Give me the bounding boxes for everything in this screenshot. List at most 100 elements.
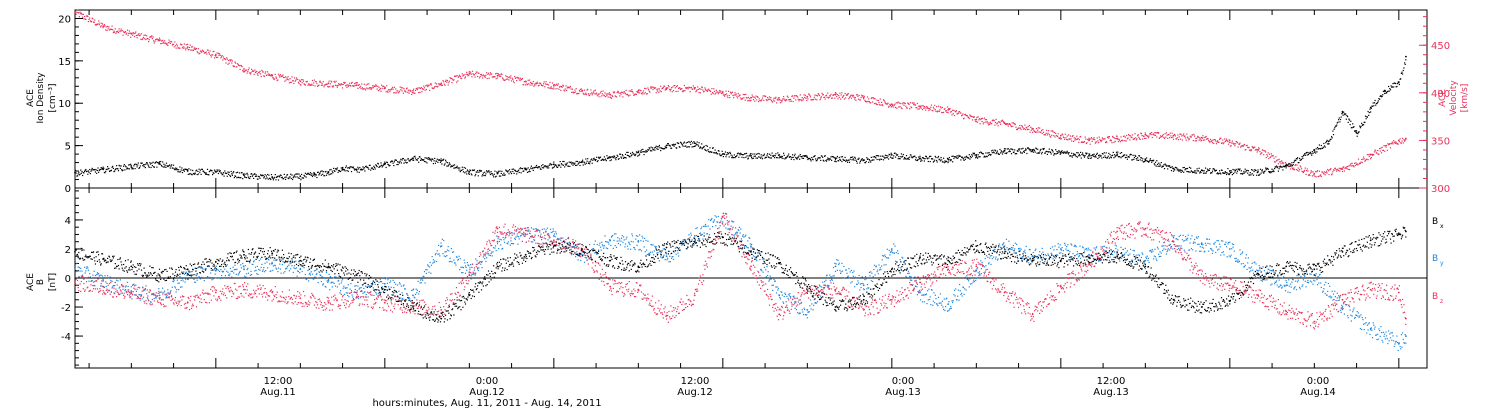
point-velocity xyxy=(331,85,333,87)
data-point-density xyxy=(1369,106,1372,109)
point-velocity xyxy=(883,99,885,101)
point-velocity xyxy=(1267,152,1269,154)
point-density xyxy=(744,153,746,155)
point-velocity xyxy=(1258,148,1260,150)
point-density xyxy=(217,170,219,172)
point-by xyxy=(173,279,175,281)
point-density xyxy=(336,167,338,169)
point-density xyxy=(671,147,673,149)
point-density xyxy=(1019,148,1021,150)
point-velocity xyxy=(793,97,795,99)
point-velocity xyxy=(1368,155,1370,158)
point-density xyxy=(1078,155,1080,157)
point-density xyxy=(1191,171,1193,173)
point-density xyxy=(663,148,666,150)
point-density xyxy=(697,144,699,146)
point-velocity xyxy=(946,111,948,113)
point-velocity xyxy=(196,48,198,50)
point-density xyxy=(946,157,949,159)
point-by xyxy=(233,272,235,274)
point-velocity xyxy=(657,88,659,90)
point-density xyxy=(345,166,347,169)
point-density xyxy=(957,156,959,158)
point-by xyxy=(295,260,297,262)
data-point-density xyxy=(355,168,358,171)
point-velocity xyxy=(108,29,111,31)
point-velocity xyxy=(1359,162,1361,164)
point-density xyxy=(160,160,162,163)
point-density xyxy=(1028,148,1030,150)
point-velocity xyxy=(314,85,316,87)
point-density xyxy=(1281,166,1283,168)
point-velocity xyxy=(1129,139,1131,141)
point-density xyxy=(735,155,737,158)
point-velocity xyxy=(546,83,548,85)
point-density xyxy=(1298,162,1300,164)
point-velocity xyxy=(1245,145,1247,147)
point-density xyxy=(155,162,157,164)
point-velocity xyxy=(1366,158,1368,160)
data-point-velocity xyxy=(1397,139,1400,142)
point-density xyxy=(85,168,87,171)
point-density xyxy=(620,156,622,158)
point-velocity xyxy=(89,20,91,22)
point-density xyxy=(700,147,702,149)
point-density xyxy=(452,164,454,166)
point-density xyxy=(138,167,140,169)
point-velocity xyxy=(921,105,923,107)
point-density xyxy=(413,159,415,161)
point-velocity xyxy=(123,32,125,34)
point-density xyxy=(651,147,653,149)
point-density xyxy=(515,170,517,172)
point-density xyxy=(898,156,900,158)
point-density xyxy=(655,145,657,147)
point-velocity xyxy=(78,12,80,14)
point-velocity xyxy=(607,96,609,98)
point-velocity xyxy=(1122,135,1125,137)
point-density xyxy=(180,169,182,171)
point-velocity xyxy=(1132,138,1134,140)
point-velocity xyxy=(863,95,865,97)
point-density xyxy=(121,170,123,172)
point-density xyxy=(535,166,537,168)
point-velocity xyxy=(261,71,264,73)
point-velocity xyxy=(394,92,396,94)
point-density xyxy=(429,157,431,159)
point-velocity xyxy=(1394,141,1396,143)
point-velocity xyxy=(770,97,772,99)
point-density xyxy=(130,163,132,165)
point-density xyxy=(128,164,130,166)
point-velocity xyxy=(194,47,196,49)
point-velocity xyxy=(1080,135,1082,138)
point-density xyxy=(1073,154,1075,156)
point-density xyxy=(1054,153,1056,155)
point-velocity xyxy=(532,80,534,83)
point-velocity xyxy=(862,95,864,97)
point-density xyxy=(100,168,102,171)
point-velocity xyxy=(1070,138,1072,140)
point-density xyxy=(89,168,91,171)
point-velocity xyxy=(709,90,711,92)
point-velocity xyxy=(1073,137,1075,139)
point-velocity xyxy=(923,106,925,108)
point-density xyxy=(360,169,362,171)
point-velocity xyxy=(555,84,557,87)
point-velocity xyxy=(358,84,360,86)
point-velocity xyxy=(176,43,178,45)
point-density xyxy=(196,169,198,171)
point-density xyxy=(1384,92,1386,95)
point-density xyxy=(1234,171,1236,173)
point-velocity xyxy=(263,75,265,77)
point-density xyxy=(845,159,847,161)
point-density xyxy=(1094,156,1096,158)
point-density xyxy=(352,166,354,168)
point-velocity xyxy=(1003,121,1005,123)
point-density xyxy=(1033,150,1036,152)
point-velocity xyxy=(879,104,881,106)
point-by xyxy=(271,261,273,263)
data-point-velocity xyxy=(1172,134,1175,137)
point-by xyxy=(365,285,367,287)
point-density xyxy=(84,169,86,171)
point-velocity xyxy=(386,85,388,87)
point-velocity xyxy=(122,34,124,36)
